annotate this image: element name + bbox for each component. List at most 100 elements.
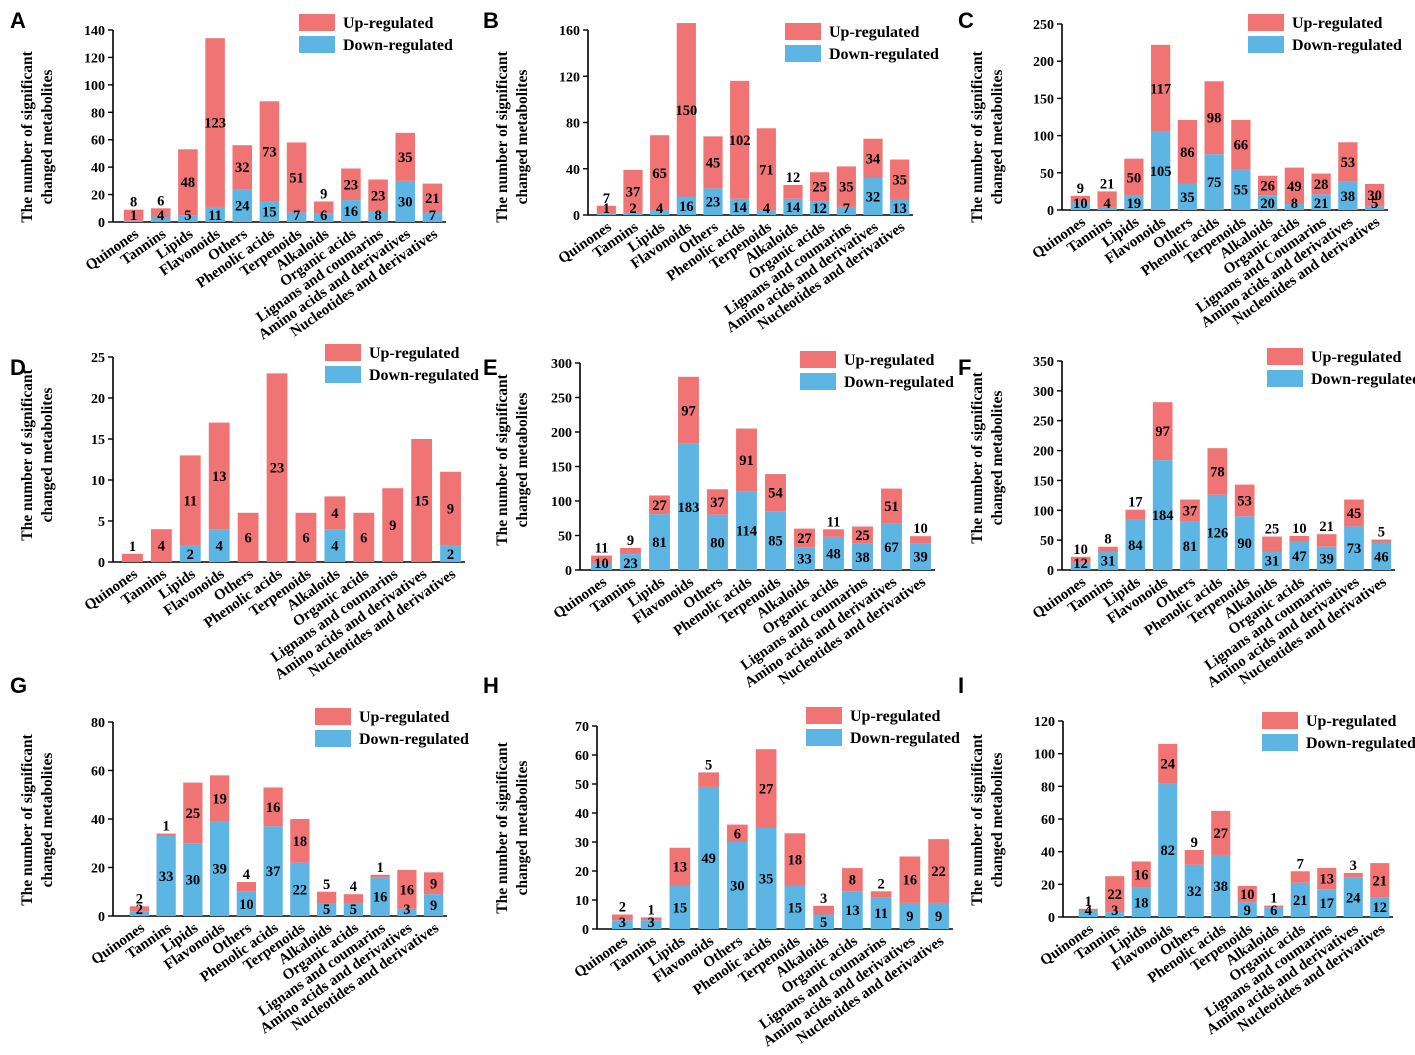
bar-up-regulated xyxy=(1097,191,1117,208)
bar-down-regulated xyxy=(343,903,364,916)
y-tick-label: 250 xyxy=(551,392,572,407)
value-label-up: 9 xyxy=(430,876,437,892)
bar-up-regulated xyxy=(178,149,198,216)
y-tick-label: 30 xyxy=(575,836,589,851)
bar-down-regulated xyxy=(910,543,931,570)
value-label-down: 3 xyxy=(648,915,655,931)
value-label-down: 49 xyxy=(701,851,716,867)
bar-up-regulated xyxy=(150,208,171,217)
bar-up-regulated xyxy=(1124,158,1144,196)
legend-label-down: Down-regulated xyxy=(829,46,939,63)
y-tick-label: 0 xyxy=(98,910,105,925)
value-label-up: 37 xyxy=(710,495,725,511)
bar-up-regulated xyxy=(316,891,337,904)
panel-B: B The number of significant changed metabo… xyxy=(483,8,939,336)
legend-swatch-down xyxy=(1248,36,1284,53)
bar-up-regulated xyxy=(395,132,416,181)
bar-down-regulated xyxy=(183,843,203,916)
legend: Up-regulated Down-regulated xyxy=(325,344,479,384)
bar-up-regulated xyxy=(910,536,931,544)
value-label-down: 12 xyxy=(1373,900,1388,916)
y-tick-label: 0 xyxy=(1047,564,1054,579)
value-label-up: 16 xyxy=(903,873,918,889)
bar-up-regulated xyxy=(736,428,757,492)
bar-down-regulated xyxy=(208,529,230,562)
legend: Up-regulated Down-regulated xyxy=(1248,14,1402,54)
y-axis-label-line2: changed metabolites xyxy=(514,70,531,205)
y-tick-label: 60 xyxy=(91,134,105,149)
y-tick-label: 80 xyxy=(566,117,580,132)
value-label-down: 90 xyxy=(1237,536,1252,552)
bar-down-regulated xyxy=(1204,154,1224,210)
bar-down-regulated xyxy=(852,543,873,570)
value-label-up: 16 xyxy=(400,882,415,898)
y-tick-label: 10 xyxy=(91,474,105,489)
bar-down-regulated xyxy=(341,200,361,222)
value-label-up: 7 xyxy=(1297,856,1304,872)
y-axis-label: The number of significant changed metabol… xyxy=(969,733,1006,905)
y-tick-label: 40 xyxy=(1041,846,1055,861)
y-tick-label: 0 xyxy=(1047,204,1054,219)
value-label-up: 11 xyxy=(595,541,609,557)
bar-up-regulated xyxy=(1211,810,1231,855)
legend: Up-regulated Down-regulated xyxy=(315,708,469,748)
legend-swatch-up xyxy=(299,14,335,31)
bar-up-regulated xyxy=(928,839,949,903)
value-label-down: 84 xyxy=(1128,538,1143,554)
value-label-down: 15 xyxy=(788,900,803,916)
value-label-up: 16 xyxy=(1134,868,1149,884)
bar-up-regulated xyxy=(612,914,633,921)
value-label-up: 1 xyxy=(163,819,170,835)
value-label-up: 51 xyxy=(289,170,304,186)
value-label-down: 47 xyxy=(1292,549,1307,565)
bar-up-regulated xyxy=(649,495,670,515)
bar-up-regulated xyxy=(623,169,643,213)
bar-up-regulated xyxy=(123,209,144,221)
value-label-up: 22 xyxy=(1108,887,1123,903)
y-axis-label: The number of significant changed metabol… xyxy=(494,373,531,545)
bar-down-regulated xyxy=(286,212,307,222)
value-label-down: 105 xyxy=(1150,164,1172,180)
value-label-down: 15 xyxy=(262,205,277,221)
bar-down-regulated xyxy=(669,885,691,929)
value-label-up: 15 xyxy=(414,494,429,510)
value-label-down: 6 xyxy=(320,208,327,224)
bar-down-regulated xyxy=(703,188,723,215)
value-label-down: 12 xyxy=(812,201,827,217)
legend-swatch-up xyxy=(806,707,842,724)
value-label-up: 97 xyxy=(681,403,696,419)
value-label-up: 7 xyxy=(603,191,610,207)
value-label-down: 82 xyxy=(1161,843,1176,859)
value-label-up: 97 xyxy=(1155,424,1170,440)
value-label-down: 81 xyxy=(1183,539,1198,555)
bar-down-regulated xyxy=(178,215,198,222)
legend-swatch-up xyxy=(315,708,351,725)
bar-up-regulated xyxy=(669,847,691,886)
value-label-down: 81 xyxy=(652,535,667,551)
bar-down-regulated xyxy=(890,199,910,215)
legend-swatch-down xyxy=(1262,734,1298,751)
panel-letter: A xyxy=(10,8,26,33)
bar-down-regulated xyxy=(1105,912,1125,917)
value-label-up: 21 xyxy=(1373,873,1388,889)
y-tick-label: 80 xyxy=(91,716,105,731)
bar-down-regulated xyxy=(1150,131,1171,210)
bar-down-regulated xyxy=(1264,907,1284,917)
y-axis-label: The number of significant changed metabol… xyxy=(494,50,531,222)
value-label-up: 5 xyxy=(705,757,712,773)
y-axis-label-line1: The number of significant xyxy=(969,371,986,543)
bar-up-regulated xyxy=(397,869,417,909)
bar-up-regulated xyxy=(1231,119,1251,170)
value-label-up: 25 xyxy=(812,180,827,196)
value-label-down: 15 xyxy=(673,900,688,916)
value-label-down: 18 xyxy=(1134,895,1149,911)
bar-down-regulated xyxy=(313,213,334,222)
value-label-down: 75 xyxy=(1207,175,1222,191)
value-label-up: 18 xyxy=(293,834,308,850)
y-tick-label: 50 xyxy=(1040,534,1054,549)
y-axis-label: The number of significant changed metabol… xyxy=(19,50,56,222)
value-label-up: 50 xyxy=(1127,170,1142,186)
value-label-down: 16 xyxy=(344,204,359,220)
value-label-down: 1 xyxy=(603,201,610,217)
